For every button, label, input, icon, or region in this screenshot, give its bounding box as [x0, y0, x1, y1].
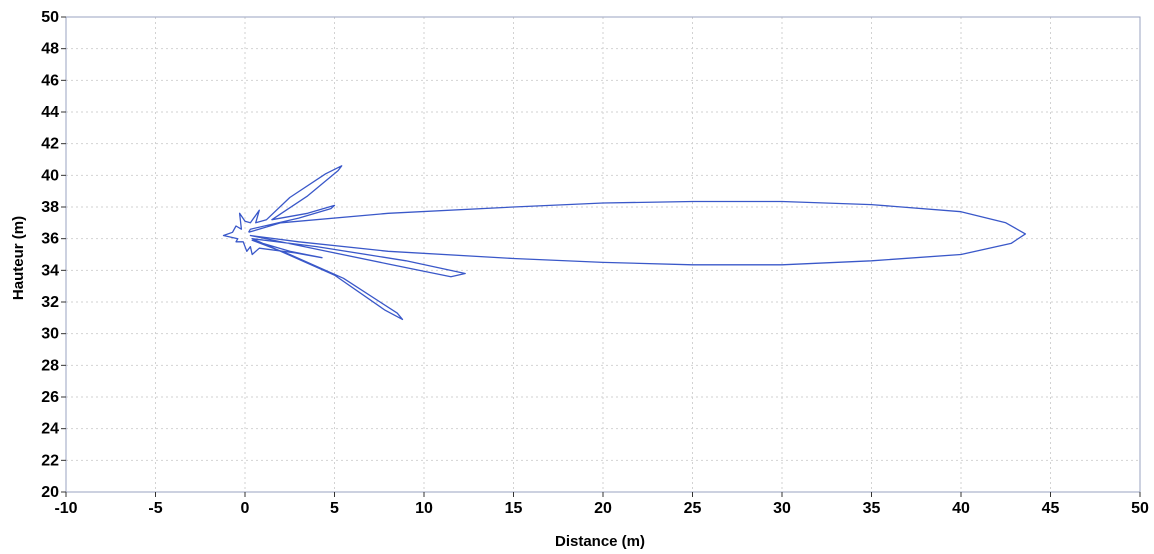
y-axis-label: Hauteur (m)	[10, 216, 27, 300]
x-axis-ticks: -10 -5 0 5 10 15 20 25 30 35 40 45 50	[54, 492, 1149, 517]
y-tick-label: 30	[41, 326, 59, 343]
y-tick-label: 24	[41, 421, 59, 438]
y-tick-label: 34	[41, 262, 59, 279]
x-tick-label: 30	[773, 500, 791, 517]
y-tick-label: 42	[41, 136, 59, 153]
y-tick-label: 44	[41, 104, 59, 121]
y-axis-ticks: 20 22 24 26 28 30 32 34 36 38 40 42 44 46 48 50	[41, 9, 66, 501]
y-tick-label: 36	[41, 231, 59, 248]
x-tick-label: 15	[505, 500, 523, 517]
y-tick-label: 48	[41, 41, 59, 58]
y-tick-label: 32	[41, 294, 59, 311]
x-tick-label: 10	[415, 500, 433, 517]
x-tick-label: -10	[54, 500, 77, 517]
x-tick-label: 35	[863, 500, 881, 517]
x-tick-label: 40	[952, 500, 970, 517]
x-tick-label: 25	[684, 500, 702, 517]
y-tick-label: 38	[41, 199, 59, 216]
x-tick-label: 50	[1131, 500, 1149, 517]
y-tick-label: 50	[41, 9, 59, 26]
y-tick-label: 40	[41, 167, 59, 184]
x-tick-label: 5	[330, 500, 339, 517]
grid-layer	[65, 16, 1141, 493]
x-tick-label: 0	[241, 500, 250, 517]
x-tick-label: 45	[1042, 500, 1060, 517]
series-layer	[222, 165, 1027, 321]
y-tick-label: 26	[41, 389, 59, 406]
x-tick-label: 20	[594, 500, 612, 517]
y-tick-label: 28	[41, 357, 59, 374]
x-axis-label: Distance (m)	[555, 533, 645, 549]
y-tick-label: 22	[41, 452, 59, 469]
x-tick-label: -5	[148, 500, 162, 517]
y-tick-label: 20	[41, 484, 59, 501]
y-tick-label: 46	[41, 72, 59, 89]
series-line	[222, 165, 1027, 321]
